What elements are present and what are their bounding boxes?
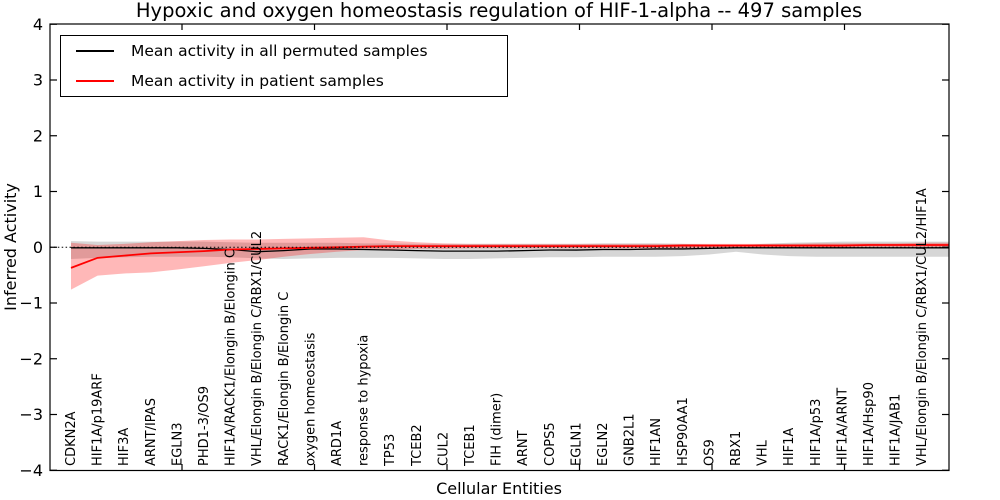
red-line-sample-icon (76, 79, 114, 82)
x-category-label: EGLN2 (596, 422, 611, 466)
x-category-label: HIF3A (117, 428, 132, 466)
patient-mean-line (70, 244, 949, 269)
y-tick-label: 2 (33, 126, 43, 145)
y-tick-label: −4 (19, 461, 43, 480)
y-axis-label: Inferred Activity (1, 183, 20, 311)
x-category-label: EGLN3 (170, 422, 185, 466)
x-category-label: HIF1A (782, 428, 797, 466)
x-category-label: FIH (dimer) (490, 393, 505, 466)
x-category-label: VHL/Elongin B/Elongin C/RBX1/CUL2 (250, 231, 265, 466)
y-tick-label: 0 (33, 238, 43, 257)
x-category-label: PHD1-3/OS9 (197, 386, 212, 466)
x-category-label: COPS5 (543, 422, 558, 466)
x-category-label: HIF1A/ARNT (835, 388, 850, 466)
x-category-label: TCEB2 (410, 424, 425, 467)
x-category-label: HIF1A/Hsp90 (862, 382, 877, 466)
y-tick-label: −3 (19, 405, 43, 424)
plot-layer: −4 −3 −2 −1 0 1 2 3 4 (19, 15, 949, 480)
x-category-label: HIF1A/JAB1 (889, 394, 904, 466)
permuted-mean-line (71, 247, 949, 253)
x-category-label: CUL2 (436, 432, 451, 466)
x-category-label: HIF1A/p53 (809, 399, 824, 466)
axes-spines (49, 23, 950, 472)
x-category-label: ARNT/IPAS (144, 398, 159, 466)
x-category-label: RBX1 (729, 431, 744, 466)
legend-item-patient: Mean activity in patient samples (61, 66, 507, 95)
x-category-label: RACK1/Elongin B/Elongin C (277, 292, 292, 466)
x-category-label: ARNT (516, 430, 531, 466)
x-category-label: ARD1A (330, 421, 345, 466)
black-line-sample-icon (76, 50, 114, 53)
legend-label-patient: Mean activity in patient samples (131, 71, 384, 90)
x-category-label: TP53 (383, 434, 398, 467)
x-category-label: VHL (756, 439, 771, 466)
y-tick-label: 4 (33, 15, 43, 34)
x-category-label: OS9 (702, 439, 717, 466)
x-category-label: EGLN1 (569, 422, 584, 466)
x-category-label: HIF1A/p19ARF (91, 373, 106, 466)
y-tick-label: −1 (19, 294, 43, 313)
legend-item-permuted: Mean activity in all permuted samples (61, 37, 507, 66)
x-category-label: GNB2L1 (623, 413, 638, 466)
x-category-label: HSP90AA1 (676, 397, 691, 466)
x-axis-label: Cellular Entities (436, 479, 562, 498)
chart-title: Hypoxic and oxygen homeostasis regulatio… (136, 0, 862, 22)
x-category-label: response to hypoxia (357, 335, 372, 466)
y-tick-label: 3 (33, 71, 43, 90)
x-category-label: oxygen homeostasis (303, 332, 318, 466)
legend: Mean activity in all permuted samples Me… (60, 35, 508, 97)
y-tick-label: 1 (33, 182, 43, 201)
x-category-label: HIF1AN (649, 418, 664, 466)
y-tick-label: −2 (19, 349, 43, 368)
legend-label-permuted: Mean activity in all permuted samples (131, 42, 428, 61)
category-label-layer: CDKN2A HIF1A/p19ARF HIF3A ARNT/IPAS EGLN3 PHD… (64, 188, 930, 467)
x-category-label: HIF1A/RACK1/Elongin B/Elongin C (224, 249, 239, 466)
x-category-label: CDKN2A (64, 411, 79, 466)
x-category-label: TCEB1 (463, 424, 478, 467)
x-category-label: VHL/Elongin B/Elongin C/RBX1/CUL2/HIF1A (915, 188, 930, 466)
